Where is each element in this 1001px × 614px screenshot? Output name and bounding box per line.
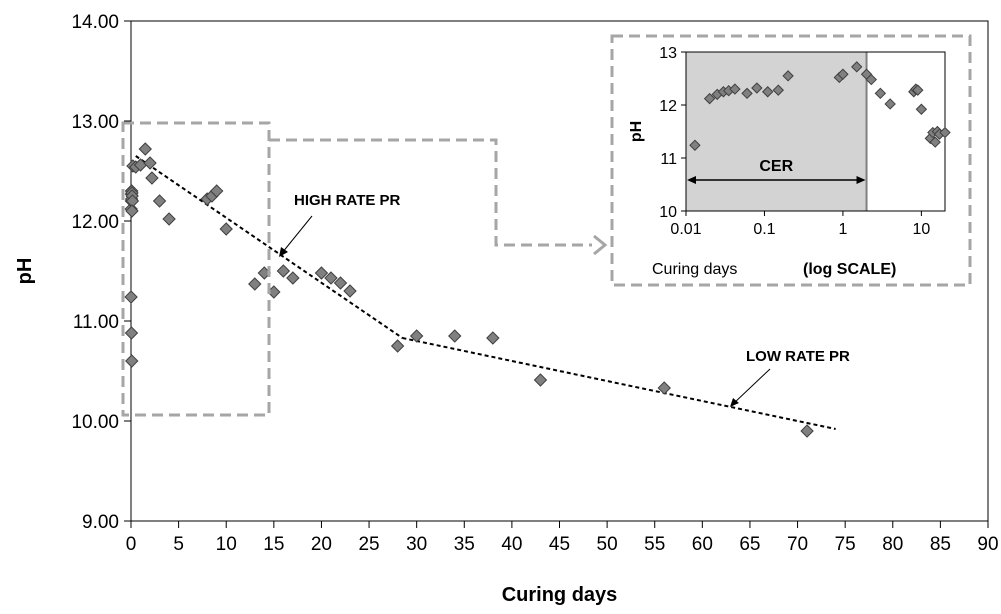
y-tick-label: 9.00 (82, 512, 119, 533)
data-point (144, 157, 156, 169)
x-tick-label: 60 (692, 534, 713, 555)
annotation-high-rate: HIGH RATE PR (294, 192, 401, 209)
x-tick-label: 50 (597, 534, 618, 555)
data-point (801, 425, 813, 437)
x-tick-label: 40 (501, 534, 522, 555)
data-point (534, 374, 546, 386)
data-point (146, 172, 158, 184)
x-tick-label: 70 (787, 534, 808, 555)
x-tick-label: 0 (126, 534, 137, 555)
data-point (163, 213, 175, 225)
x-axis-title: Curing days (502, 584, 618, 606)
inset-y-axis-title: pH (628, 121, 645, 142)
data-point (658, 382, 670, 394)
x-tick-label: 30 (406, 534, 427, 555)
inset-y-tick-label: 11 (660, 151, 677, 168)
y-tick-label: 10.00 (71, 412, 119, 433)
data-point (449, 330, 461, 342)
inset-x-tick-label: 0.1 (753, 221, 775, 238)
x-tick-label: 35 (454, 534, 475, 555)
data-point (392, 340, 404, 352)
x-tick-label: 25 (358, 534, 379, 555)
x-tick-label: 80 (882, 534, 903, 555)
data-point (287, 272, 299, 284)
annotation-high-rate-arrowhead (279, 247, 288, 257)
data-point (126, 355, 138, 367)
y-tick-label: 11.00 (73, 312, 119, 333)
inset-x-tick-label: 1 (838, 221, 847, 238)
x-tick-label: 20 (311, 534, 332, 555)
inset-y-tick-label: 12 (659, 98, 677, 115)
connector-arrowhead (594, 236, 605, 254)
y-tick-label: 14.00 (71, 12, 119, 33)
data-point (139, 143, 151, 155)
x-tick-label: 10 (216, 534, 237, 555)
x-tick-label: 5 (173, 534, 184, 555)
inset-x-axis-scale-note: (log SCALE) (803, 261, 896, 278)
x-tick-label: 45 (549, 534, 570, 555)
data-point (154, 195, 166, 207)
inset-x-axis-title: Curing days (652, 261, 737, 278)
data-point (125, 291, 137, 303)
y-tick-label: 13.00 (71, 112, 119, 133)
data-point (344, 285, 356, 297)
y-axis-title: pH (14, 258, 36, 285)
x-tick-label: 85 (930, 534, 951, 555)
inset-x-tick-label: 10 (912, 221, 930, 238)
cer-label: CER (759, 158, 793, 175)
data-point (277, 265, 289, 277)
inset-x-tick-label: 0.01 (670, 221, 701, 238)
data-point (220, 223, 232, 235)
data-point (249, 278, 261, 290)
x-tick-label: 90 (977, 534, 998, 555)
inset-y-tick-label: 13 (659, 45, 677, 62)
x-tick-label: 15 (263, 534, 284, 555)
inset-y-tick-label: 10 (659, 204, 677, 221)
y-tick-label: 12.00 (71, 212, 119, 233)
data-point (487, 332, 499, 344)
annotation-low-rate: LOW RATE PR (746, 348, 850, 365)
x-tick-label: 65 (739, 534, 760, 555)
x-tick-label: 75 (835, 534, 856, 555)
annotation-low-rate-arrow (733, 369, 770, 404)
x-tick-label: 55 (644, 534, 665, 555)
data-point (125, 327, 137, 339)
annotation-high-rate-arrow (282, 216, 312, 253)
